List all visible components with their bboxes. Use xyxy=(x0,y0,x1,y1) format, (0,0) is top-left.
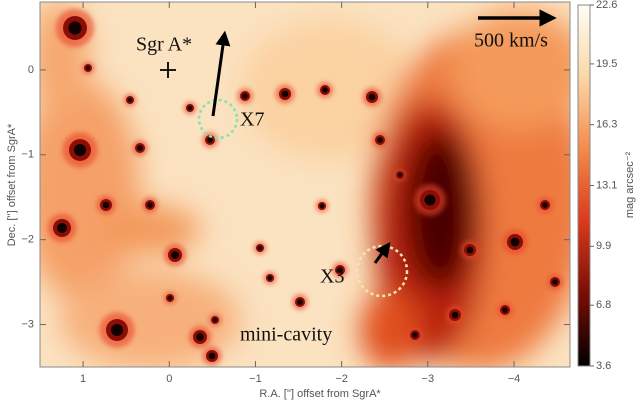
x-tick-label: −3 xyxy=(422,373,435,385)
x3-circle xyxy=(355,244,409,298)
annotation: 500 km/s xyxy=(474,30,548,52)
star-core xyxy=(281,90,289,98)
y-tick-label: 0 xyxy=(28,64,34,76)
star-core xyxy=(68,21,82,35)
colorbar xyxy=(577,4,591,367)
star-core xyxy=(319,203,325,209)
y-tick-label: −1 xyxy=(21,149,34,161)
star-core xyxy=(110,323,124,337)
star-core xyxy=(196,333,204,341)
annotation: X3 xyxy=(320,266,344,288)
colorbar-tick-label: 3.6 xyxy=(596,360,611,372)
colorbar-tick-label: 16.3 xyxy=(596,119,617,131)
x-tick-label: −4 xyxy=(508,373,521,385)
x-tick-label: −1 xyxy=(249,373,262,385)
star-core xyxy=(57,223,67,233)
y-axis-label: Dec. [''] offset from SgrA* xyxy=(6,123,18,246)
star-core xyxy=(424,194,436,206)
star-core xyxy=(297,299,303,305)
x-tick-label: 1 xyxy=(80,373,86,385)
x-tick-label: 0 xyxy=(166,373,172,385)
star-core xyxy=(451,311,459,319)
star-core xyxy=(171,251,179,259)
annotation: mini-cavity xyxy=(240,324,332,346)
star-core xyxy=(502,307,508,313)
annotation: X7 xyxy=(240,109,264,131)
star-core xyxy=(412,332,418,338)
colorbar-tick-label: 22.6 xyxy=(596,0,617,11)
y-tick-label: −2 xyxy=(21,234,34,246)
y-tick-label: −3 xyxy=(21,318,34,330)
star-core xyxy=(257,245,263,251)
star-core xyxy=(208,352,216,360)
colorbar-label: mag arcsec⁻² xyxy=(624,152,636,219)
colorbar-tick-label: 13.1 xyxy=(596,179,617,191)
x7-circle xyxy=(197,98,239,140)
annotation: Sgr A* xyxy=(136,34,192,56)
x7-arrow xyxy=(211,30,231,117)
colorbar-tick-label: 9.9 xyxy=(596,240,611,252)
star-core xyxy=(85,65,91,71)
star-core xyxy=(542,202,548,208)
star-core xyxy=(552,279,558,285)
x3-arrow xyxy=(373,241,391,264)
star-core xyxy=(137,145,143,151)
star-core xyxy=(102,201,110,209)
x-tick-label: −2 xyxy=(335,373,348,385)
star-core xyxy=(510,237,520,247)
star-core xyxy=(212,317,218,323)
star-core xyxy=(167,295,173,301)
x-axis-label: R.A. [''] offset from SgrA* xyxy=(259,388,381,400)
star-core xyxy=(127,97,133,103)
star-core xyxy=(337,267,343,273)
star-core xyxy=(207,137,213,143)
star-core xyxy=(322,87,328,93)
sgr-a-marker xyxy=(160,62,176,78)
colorbar-tick-label: 6.8 xyxy=(596,299,611,311)
star-core xyxy=(466,246,474,254)
star-core xyxy=(242,93,248,99)
star-core xyxy=(147,202,153,208)
colorbar-tick-label: 19.5 xyxy=(596,58,617,70)
star-core xyxy=(267,275,273,281)
star-core xyxy=(368,93,376,101)
star-core xyxy=(377,137,383,143)
star-core xyxy=(187,105,193,111)
star-core xyxy=(397,172,403,178)
star-core xyxy=(73,143,87,157)
plot-frame xyxy=(39,1,571,368)
